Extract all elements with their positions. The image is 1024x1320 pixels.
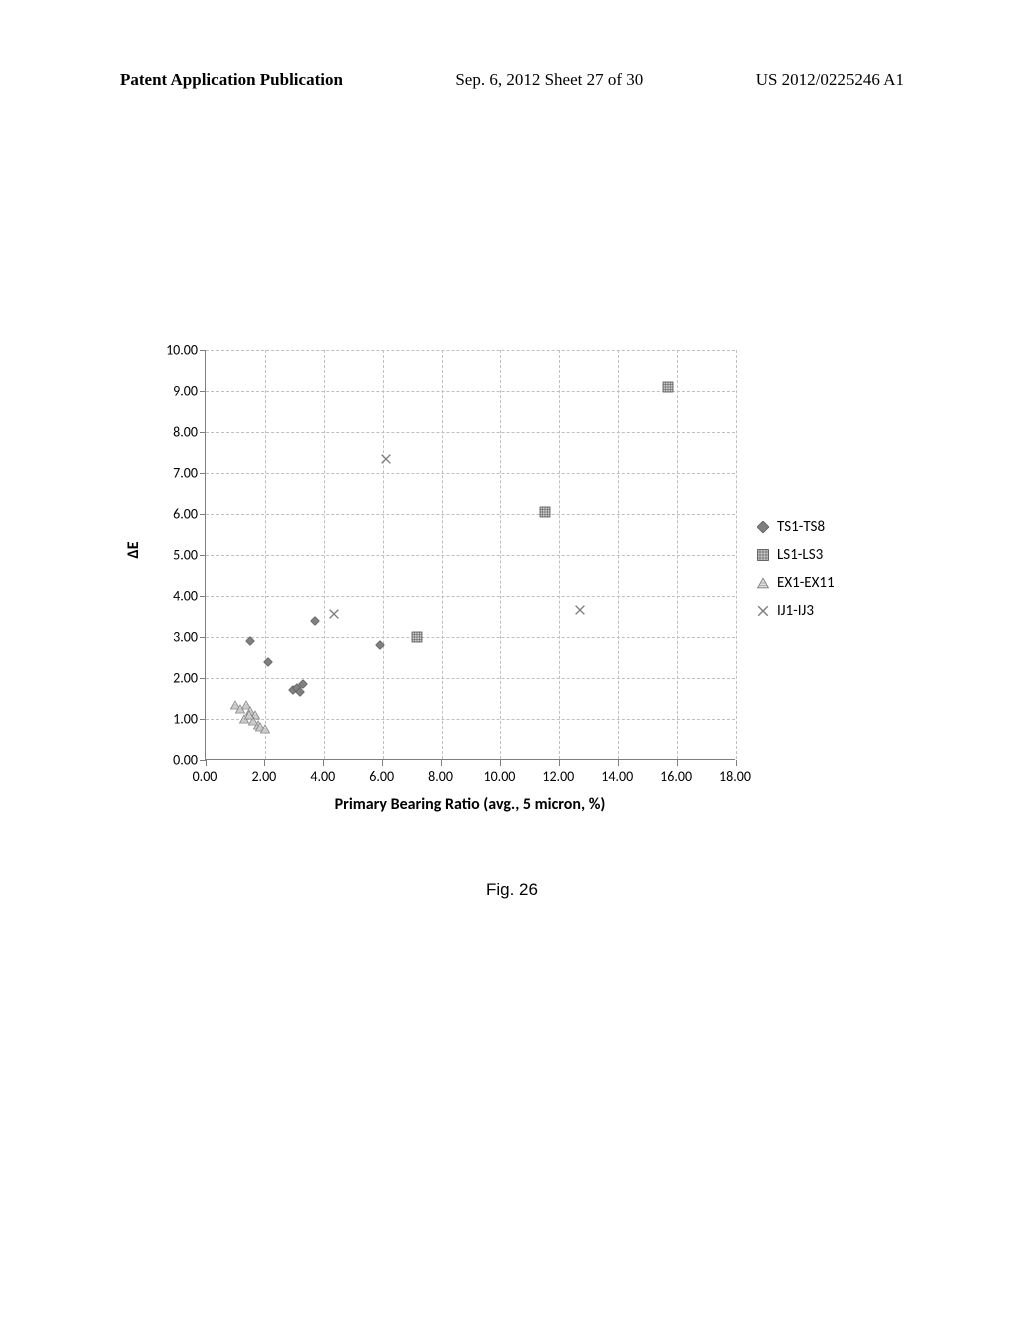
legend-item: EX1-EX11 xyxy=(755,572,835,594)
plot-area xyxy=(205,350,735,760)
x-tick-label: 4.00 xyxy=(298,768,348,785)
gridline-horizontal xyxy=(206,555,735,556)
data-point xyxy=(296,688,305,697)
legend-label: TS1-TS8 xyxy=(777,518,825,536)
y-tick-label: 2.00 xyxy=(150,670,198,687)
gridline-horizontal xyxy=(206,637,735,638)
legend-label: LS1-LS3 xyxy=(777,546,823,564)
data-point xyxy=(246,637,255,646)
data-point xyxy=(380,453,391,464)
data-point xyxy=(411,632,422,643)
data-point xyxy=(663,381,674,392)
gridline-horizontal xyxy=(206,514,735,515)
legend-item: IJ1-IJ3 xyxy=(755,600,835,622)
data-point xyxy=(574,605,585,616)
gridline-horizontal xyxy=(206,350,735,351)
x-tick-label: 16.00 xyxy=(651,768,701,785)
data-point xyxy=(329,609,340,620)
y-tick-label: 0.00 xyxy=(150,752,198,769)
y-tick-label: 8.00 xyxy=(150,424,198,441)
legend-label: EX1-EX11 xyxy=(777,574,835,592)
gridline-vertical xyxy=(618,350,619,759)
figure-caption: Fig. 26 xyxy=(0,880,1024,900)
y-tick-label: 7.00 xyxy=(150,465,198,482)
gridline-horizontal xyxy=(206,678,735,679)
legend-item: LS1-LS3 xyxy=(755,544,835,566)
scatter-chart: ΔE xyxy=(155,350,885,820)
x-tick-label: 14.00 xyxy=(592,768,642,785)
y-tick-label: 9.00 xyxy=(150,383,198,400)
header-center: Sep. 6, 2012 Sheet 27 of 30 xyxy=(455,70,643,90)
triangle-hatched-icon xyxy=(755,575,771,591)
legend-item: TS1-TS8 xyxy=(755,516,835,538)
data-point xyxy=(263,657,272,666)
gridline-vertical xyxy=(677,350,678,759)
x-icon xyxy=(755,603,771,619)
y-tick-label: 6.00 xyxy=(150,506,198,523)
gridline-vertical xyxy=(383,350,384,759)
gridline-horizontal xyxy=(206,473,735,474)
square-hatched-icon xyxy=(755,547,771,563)
y-axis-label: ΔE xyxy=(124,541,143,558)
x-tick-label: 10.00 xyxy=(474,768,524,785)
gridline-vertical xyxy=(265,350,266,759)
y-tick-label: 4.00 xyxy=(150,588,198,605)
data-point xyxy=(539,506,550,517)
gridline-horizontal xyxy=(206,596,735,597)
gridline-vertical xyxy=(442,350,443,759)
gridline-vertical xyxy=(500,350,501,759)
data-point xyxy=(260,724,270,734)
gridline-vertical xyxy=(324,350,325,759)
gridline-horizontal xyxy=(206,432,735,433)
x-tick-label: 18.00 xyxy=(710,768,760,785)
x-tick-label: 12.00 xyxy=(533,768,583,785)
data-point xyxy=(310,616,319,625)
gridline-vertical xyxy=(559,350,560,759)
diamond-icon xyxy=(755,519,771,535)
header-left: Patent Application Publication xyxy=(120,70,343,90)
y-tick-label: 5.00 xyxy=(150,547,198,564)
data-point xyxy=(244,710,254,720)
header-right: US 2012/0225246 A1 xyxy=(756,70,904,90)
y-tick-label: 3.00 xyxy=(150,629,198,646)
data-point xyxy=(375,641,384,650)
y-tick-label: 10.00 xyxy=(150,342,198,359)
x-tick-label: 2.00 xyxy=(239,768,289,785)
y-tick-label: 1.00 xyxy=(150,711,198,728)
x-tick-label: 0.00 xyxy=(180,768,230,785)
legend-label: IJ1-IJ3 xyxy=(777,602,814,620)
x-axis-label: Primary Bearing Ratio (avg., 5 micron, %… xyxy=(205,795,735,814)
gridline-horizontal xyxy=(206,719,735,720)
gridline-vertical xyxy=(736,350,737,759)
chart-legend: TS1-TS8 LS1-LS3 EX1-EX11 IJ1-IJ3 xyxy=(755,510,835,628)
page-header: Patent Application Publication Sep. 6, 2… xyxy=(0,70,1024,90)
x-tick-label: 8.00 xyxy=(416,768,466,785)
gridline-horizontal xyxy=(206,391,735,392)
x-tick-label: 6.00 xyxy=(357,768,407,785)
